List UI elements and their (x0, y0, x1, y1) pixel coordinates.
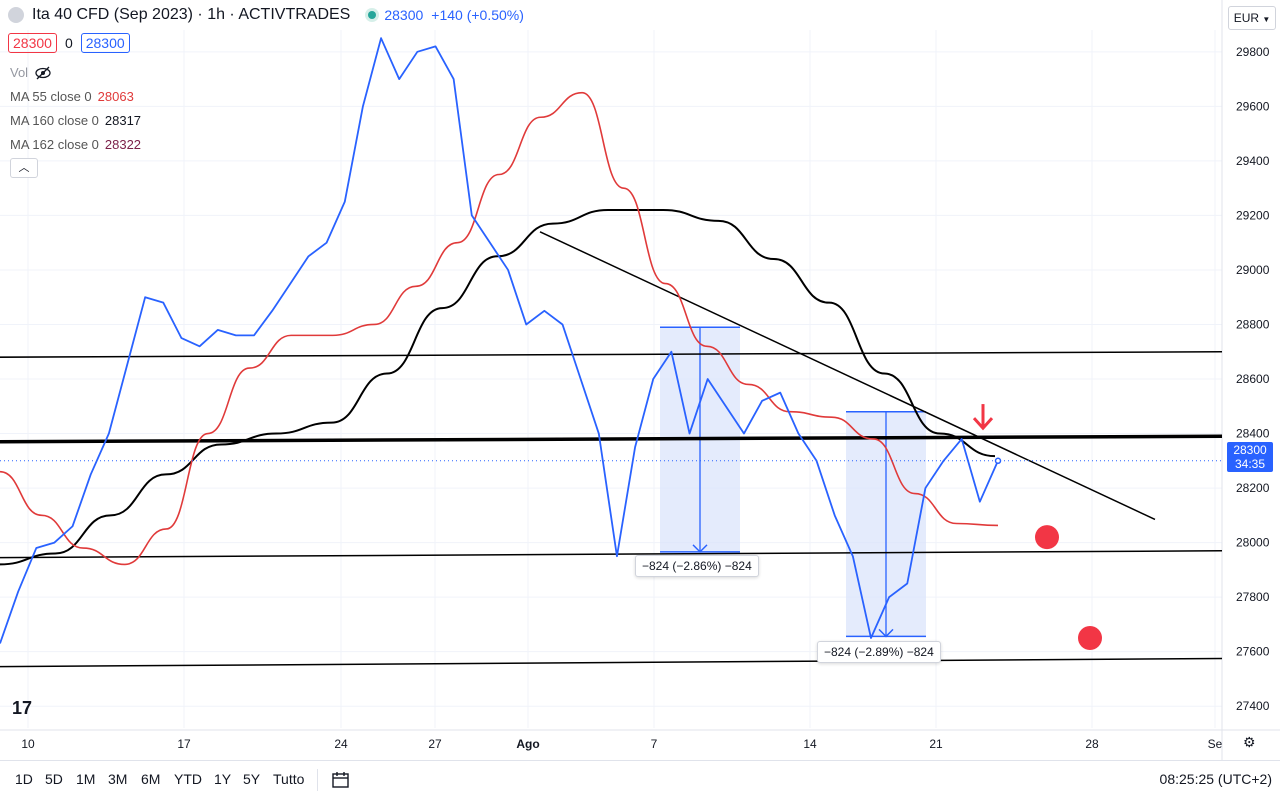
indicator-ma162[interactable]: MA 162 close 0 28322 (10, 137, 141, 152)
trend-line (0, 657, 1223, 668)
range-5y[interactable]: 5Y (243, 771, 261, 787)
ma160-value: 28317 (104, 113, 142, 128)
y-tick-label: 27800 (1236, 590, 1270, 604)
last-price-dot (994, 457, 1002, 465)
ma55-label: MA 55 close 0 (10, 89, 92, 104)
ma55-line (0, 91, 999, 566)
ma160-label: MA 160 close 0 (10, 113, 99, 128)
range-1y[interactable]: 1Y (214, 771, 232, 787)
x-tick-label: Ago (516, 737, 539, 751)
down-arrow-head (972, 417, 994, 431)
tradingview-logo[interactable]: 17 (12, 698, 33, 718)
indicator-vol[interactable]: Vol (10, 65, 52, 80)
measure-label-2[interactable]: −824 (−2.89%) −824 (817, 641, 941, 663)
y-tick-label: 29000 (1236, 263, 1270, 277)
y-tick-label: 28800 (1236, 317, 1270, 331)
bid-ask: 28300 0 28300 (8, 33, 130, 53)
y-tick-label: 28000 (1236, 536, 1270, 550)
x-tick-label: 24 (334, 737, 348, 751)
x-tick-label: 28 (1085, 737, 1099, 751)
range-3m[interactable]: 3M (108, 771, 128, 787)
range-1d[interactable]: 1D (15, 771, 33, 787)
target-dot-1 (1035, 525, 1059, 550)
trend-line (0, 550, 1223, 559)
ma162-value: 28322 (104, 137, 142, 152)
symbol-title[interactable]: Ita 40 CFD (Sep 2023) · 1h · ACTIVTRADES (32, 6, 351, 23)
current-price-tag: 28300 34:35 (1227, 442, 1273, 472)
eye-hidden-icon[interactable] (34, 66, 52, 80)
y-tick-label: 27600 (1236, 645, 1270, 659)
y-tick-label: 28200 (1236, 481, 1270, 495)
spread-value: 0 (64, 35, 73, 51)
ma55-value: 28063 (97, 89, 134, 104)
range-ytd[interactable]: YTD (174, 771, 202, 787)
trend-line (0, 350, 1223, 358)
x-tick-label: 10 (21, 737, 35, 751)
y-tick-label: 29800 (1236, 45, 1270, 59)
ma160-line (0, 208, 996, 566)
x-tick-label: 17 (177, 737, 191, 751)
price-change: +140 (+0.50%) (431, 7, 524, 23)
range-all[interactable]: Tutto (273, 771, 305, 787)
y-tick-label: 28400 (1236, 427, 1270, 441)
y-tick-label: 29200 (1236, 208, 1270, 222)
price-tag-price: 28300 (1233, 443, 1267, 457)
range-1m[interactable]: 1M (76, 771, 96, 787)
indicator-ma160[interactable]: MA 160 close 0 28317 (10, 113, 141, 128)
y-tick-label: 29600 (1236, 99, 1270, 113)
x-tick-label: 14 (803, 737, 817, 751)
measure-arrow-head (692, 544, 708, 553)
y-tick-label: 28600 (1236, 372, 1270, 386)
market-open-icon (368, 11, 377, 19)
buy-price-button[interactable]: 28300 (80, 33, 130, 53)
y-tick-label: 27400 (1236, 699, 1270, 713)
currency-label: EUR (1233, 11, 1260, 25)
clock[interactable]: 08:25:25 (UTC+2) (1159, 771, 1272, 787)
chevron-up-icon: ︿ (18, 162, 30, 174)
target-dot-2 (1078, 626, 1102, 651)
sell-price-button[interactable]: 28300 (8, 33, 57, 53)
last-price: 28300 (384, 7, 424, 23)
x-tick-label: 27 (428, 737, 442, 751)
bottom-toolbar: 1D 5D 1M 3M 6M YTD 1Y 5Y Tutto 08:25:25 … (0, 760, 1280, 801)
price-line (0, 37, 999, 644)
symbol-icon (8, 7, 24, 23)
settings-gear-icon[interactable]: ⚙ (1243, 734, 1256, 750)
toolbar-divider (317, 769, 318, 791)
measure-arrow-head (878, 628, 894, 638)
x-tick-label: 7 (651, 737, 658, 751)
date-range-icon[interactable] (331, 770, 351, 790)
vol-label: Vol (10, 65, 29, 80)
currency-button[interactable]: EUR ▼ (1228, 6, 1276, 30)
range-6m[interactable]: 6M (141, 771, 161, 787)
price-tag-countdown: 34:35 (1234, 457, 1266, 471)
trend-line (539, 231, 1156, 521)
range-5d[interactable]: 5D (45, 771, 63, 787)
measure-label-1[interactable]: −824 (−2.86%) −824 (635, 555, 759, 577)
indicator-ma55[interactable]: MA 55 close 0 28063 (10, 89, 134, 104)
x-tick-label: 21 (929, 737, 943, 751)
chart-header: Ita 40 CFD (Sep 2023) · 1h · ACTIVTRADES… (8, 6, 524, 24)
y-tick-label: 29400 (1236, 154, 1270, 168)
chevron-down-icon: ▼ (1262, 15, 1271, 24)
chart-canvas[interactable]: 27400 27600 27800 28000 28200 28400 28600 28800… (0, 0, 1280, 760)
collapse-legend-button[interactable]: ︿ (10, 158, 38, 178)
x-tick-label: Se (1208, 737, 1223, 751)
ma162-label: MA 162 close 0 (10, 137, 99, 152)
trend-line (0, 434, 1223, 444)
